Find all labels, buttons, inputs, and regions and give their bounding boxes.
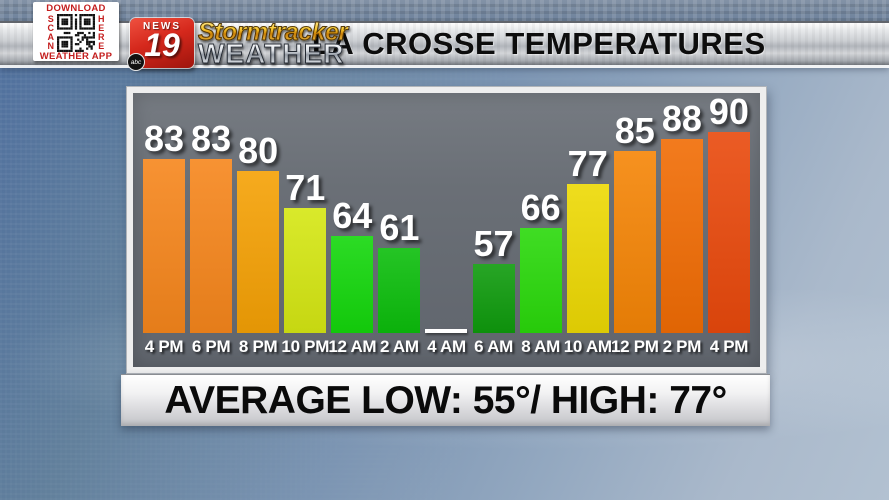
weather-label: WEATHER	[198, 39, 348, 68]
time-tick-label: 6 PM	[191, 337, 231, 356]
abc-network-icon: abc	[127, 53, 145, 71]
bar-value-label: 90	[708, 91, 749, 132]
bar-columns: 83 4 PM 83 6 PM 80 8 PM 71 10 PM 64 12 AM 61 2 AM 4 …	[143, 93, 750, 367]
temperature-bar-chart: 83 4 PM 83 6 PM 80 8 PM 71 10 PM 64 12 AM 61 2 AM 4 …	[127, 87, 766, 373]
time-tick-label: 12 AM	[328, 337, 377, 356]
time-tick-label: 8 PM	[238, 337, 278, 356]
temp-bar	[566, 184, 609, 333]
bar-column: 90 4 PM	[707, 91, 750, 367]
bar-column: 71 10 PM	[281, 93, 330, 367]
time-tick-label: 12 PM	[610, 337, 659, 356]
temp-bar	[707, 132, 750, 334]
time-tick-label: 4 PM	[709, 337, 749, 357]
top-texture-strip	[0, 0, 889, 21]
bar-value-label: 64	[332, 195, 373, 236]
bar-value-label: 57	[473, 223, 514, 264]
bar-value-label: 83	[191, 118, 232, 159]
bar-column: 83 4 PM	[143, 93, 185, 367]
qr-weather-app-label: WEATHER APP	[39, 51, 113, 62]
temp-bar	[613, 151, 656, 333]
temp-bar	[284, 208, 327, 333]
news19-logo: NEWS 19 abc	[127, 18, 194, 71]
station-logo: NEWS 19 abc Stormtracker WEATHER	[127, 16, 349, 71]
time-tick-label: 6 AM	[474, 337, 513, 356]
temp-bar	[237, 171, 280, 333]
time-tick-label: 8 AM	[521, 337, 561, 356]
bar-column: 85 12 PM	[610, 93, 659, 367]
time-tick-label: 10 PM	[281, 337, 330, 356]
bar-value-label: 80	[238, 130, 279, 171]
temp-bar	[472, 264, 515, 333]
temp-bar	[331, 236, 374, 333]
summary-banner: AVERAGE LOW: 55°/ HIGH: 77°	[121, 374, 770, 426]
temp-bar	[190, 159, 233, 333]
missing-data-dash	[425, 329, 468, 333]
bar-column: 57 6 AM	[472, 93, 515, 367]
qr-download-label: DOWNLOAD	[46, 3, 106, 14]
bar-column: 61 2 AM	[378, 93, 421, 367]
bar-value-label: 83	[143, 118, 185, 159]
average-low-high-text: AVERAGE LOW: 55°/ HIGH: 77°	[164, 378, 727, 422]
temp-bar	[519, 228, 562, 333]
bar-value-label: 88	[661, 98, 702, 139]
temp-bar	[143, 159, 185, 333]
qr-code	[57, 14, 95, 52]
time-tick-label: 4 AM	[427, 337, 466, 356]
bar-column: 64 12 AM	[328, 93, 377, 367]
bar-column: 83 6 PM	[190, 93, 233, 367]
bar-column: 4 AM	[425, 93, 468, 367]
bar-value-label: 77	[567, 143, 608, 184]
news-label: NEWS	[143, 21, 181, 32]
bar-value-label: 66	[520, 187, 561, 228]
bar-column: 88 2 PM	[660, 93, 703, 367]
bar-column: 77 10 AM	[563, 93, 612, 367]
bar-value-label: 61	[379, 207, 420, 248]
channel-number: 19	[144, 27, 180, 63]
time-tick-label: 4 PM	[144, 337, 184, 356]
bar-value-label: 71	[285, 167, 326, 208]
page-title: LA CROSSE TEMPERATURES	[312, 26, 766, 61]
bar-column: 80 8 PM	[237, 93, 280, 367]
temp-bar	[660, 139, 703, 333]
stormtracker-wordmark: Stormtracker WEATHER	[198, 18, 349, 68]
stormtracker-label: Stormtracker	[198, 18, 349, 46]
temp-bar	[378, 248, 421, 333]
bar-value-label: 85	[614, 110, 655, 151]
time-tick-label: 2 AM	[379, 337, 419, 356]
time-tick-label: 2 PM	[662, 337, 702, 356]
time-tick-label: 10 AM	[563, 337, 612, 356]
bar-column: 66 8 AM	[519, 93, 562, 367]
